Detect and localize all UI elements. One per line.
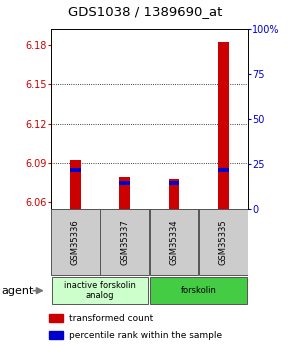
Bar — [119, 177, 130, 209]
FancyBboxPatch shape — [150, 209, 198, 275]
Text: GSM35336: GSM35336 — [71, 219, 80, 265]
Text: GSM35334: GSM35334 — [169, 219, 179, 265]
Bar — [168, 181, 180, 185]
Text: GSM35337: GSM35337 — [120, 219, 129, 265]
Bar — [70, 160, 81, 209]
Text: percentile rank within the sample: percentile rank within the sample — [69, 331, 222, 340]
FancyBboxPatch shape — [52, 277, 148, 304]
Text: agent: agent — [1, 286, 34, 296]
Bar — [119, 181, 130, 185]
FancyBboxPatch shape — [100, 209, 149, 275]
Bar — [218, 42, 229, 209]
Text: GSM35335: GSM35335 — [219, 219, 228, 265]
Bar — [168, 179, 180, 209]
Bar — [218, 168, 229, 172]
Text: transformed count: transformed count — [69, 314, 154, 323]
Bar — [49, 314, 63, 322]
Text: GDS1038 / 1389690_at: GDS1038 / 1389690_at — [68, 5, 222, 18]
Bar — [49, 331, 63, 339]
FancyBboxPatch shape — [51, 209, 100, 275]
FancyBboxPatch shape — [150, 277, 247, 304]
FancyBboxPatch shape — [199, 209, 248, 275]
Bar — [70, 168, 81, 172]
Text: inactive forskolin
analog: inactive forskolin analog — [64, 281, 136, 300]
Text: forskolin: forskolin — [181, 286, 217, 295]
